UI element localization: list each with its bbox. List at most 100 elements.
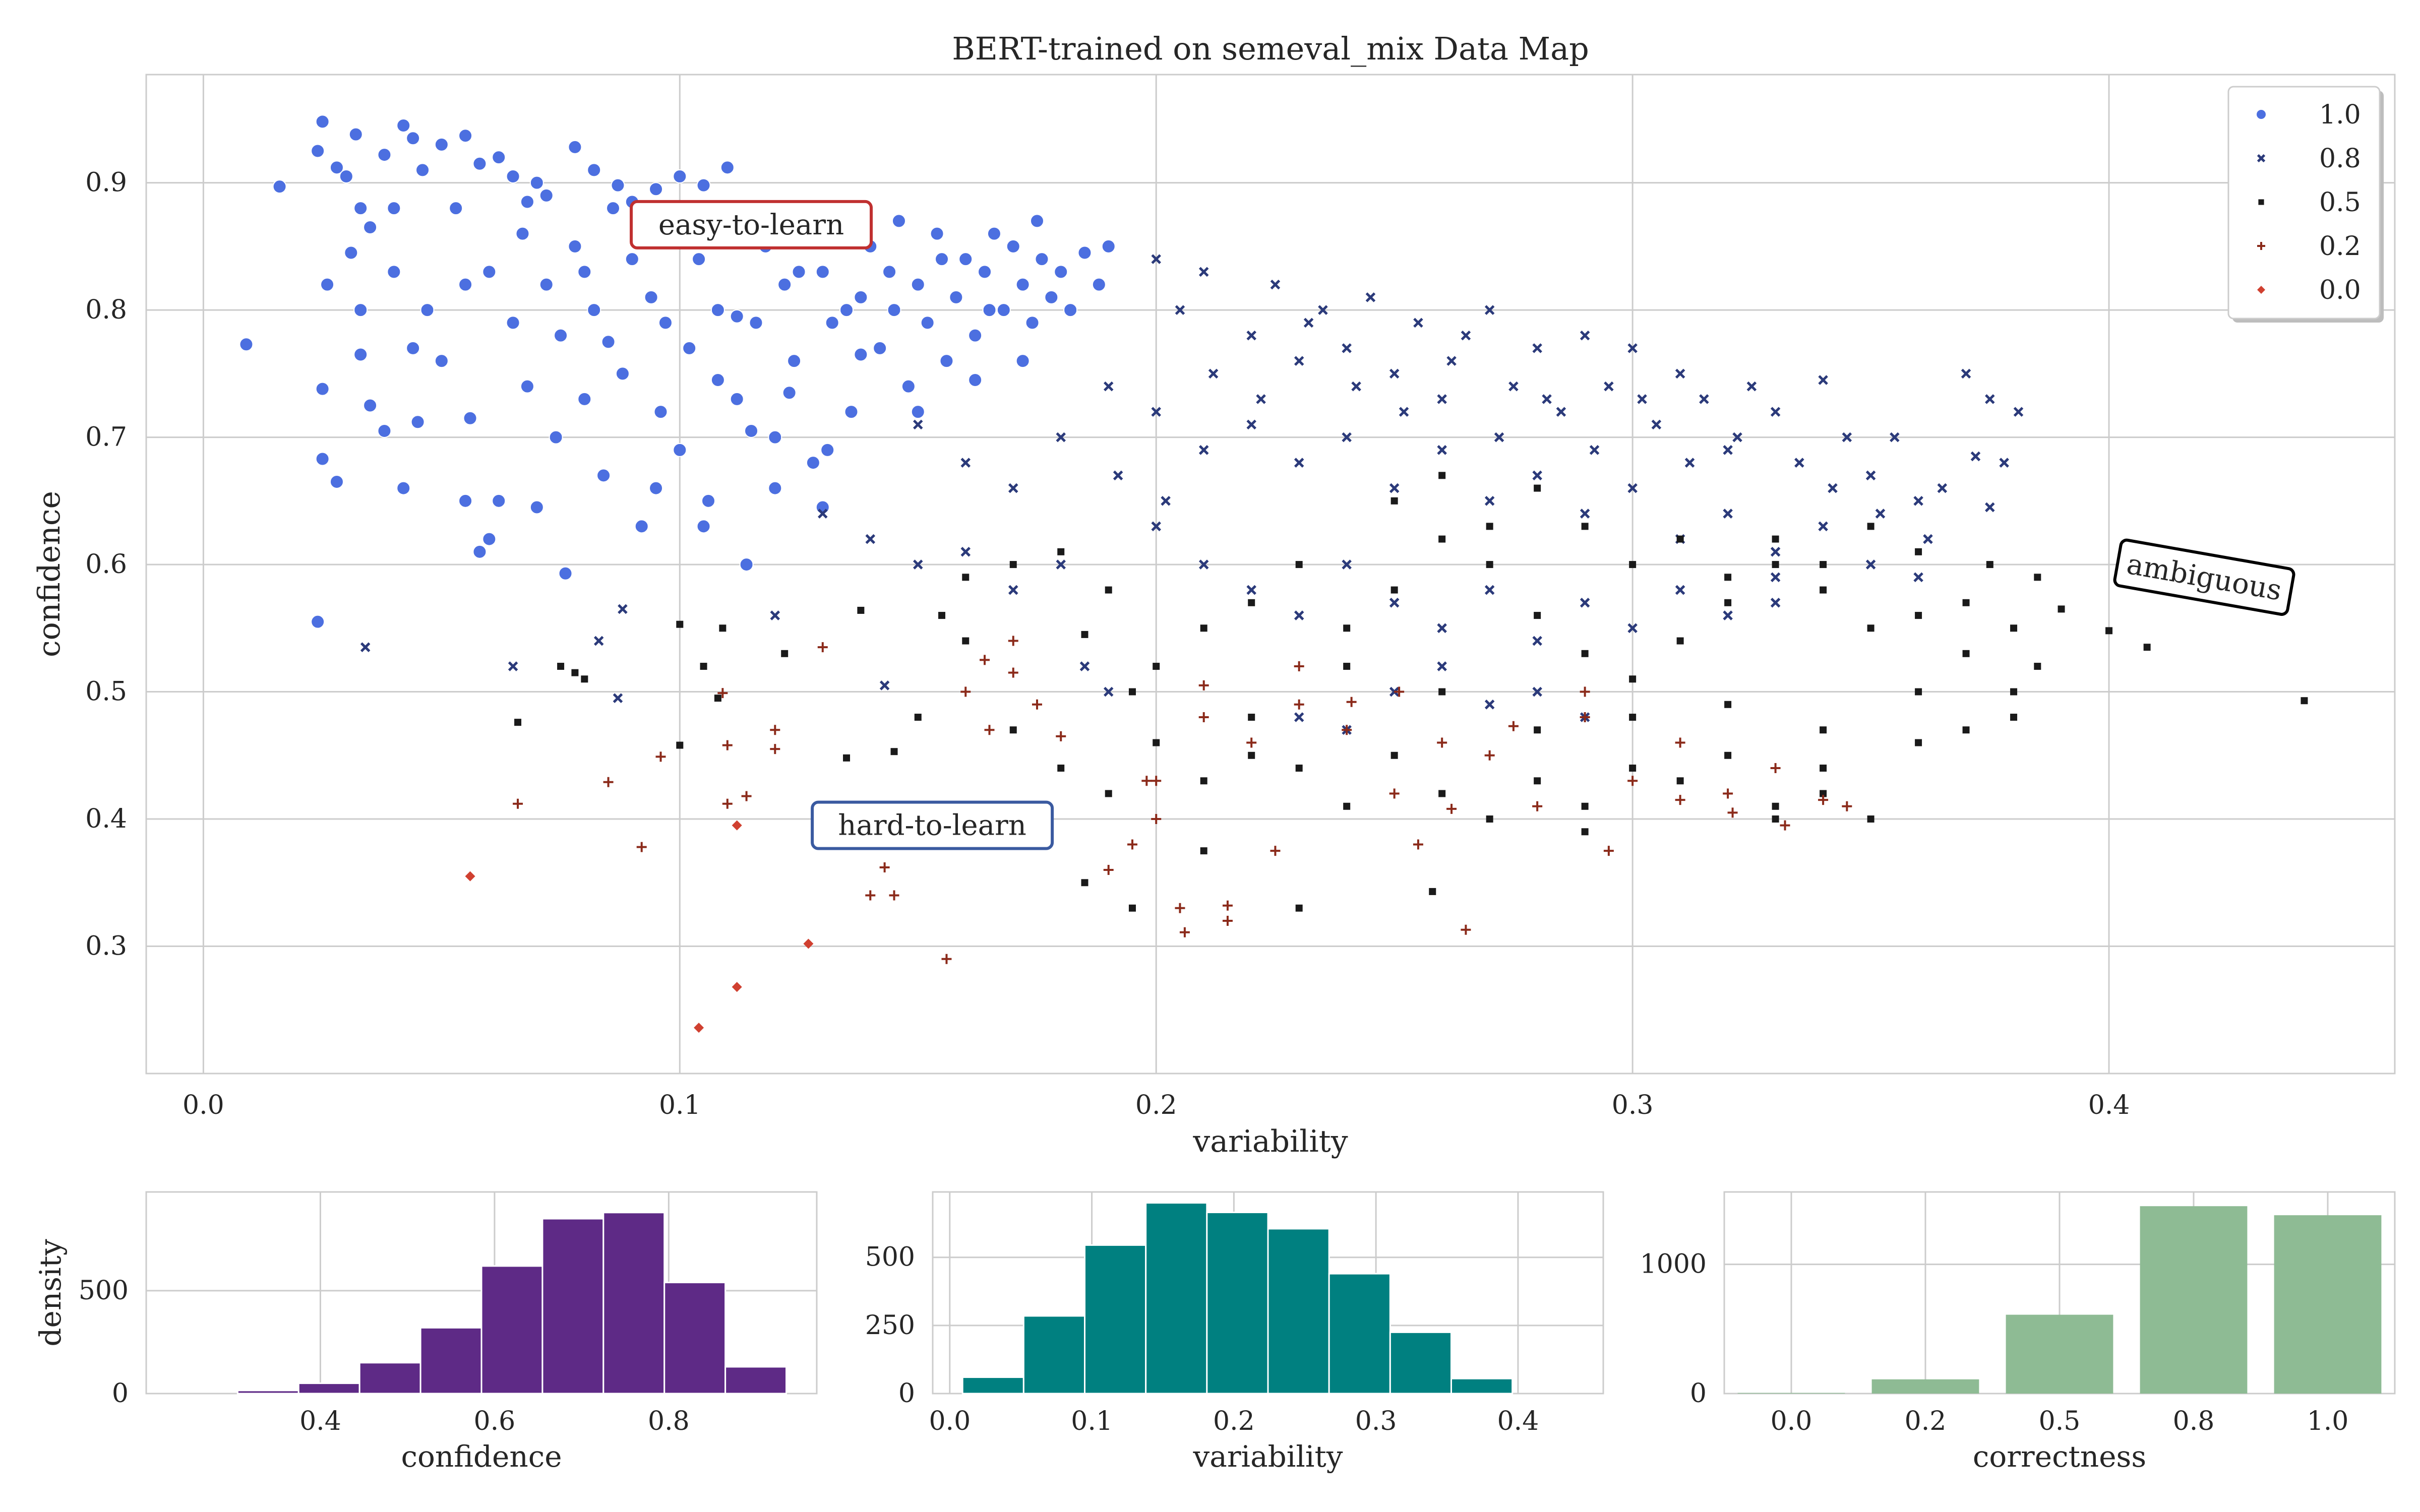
data-point <box>1915 688 1922 696</box>
data-point <box>710 372 725 387</box>
data-point <box>1429 888 1436 895</box>
data-point <box>1589 445 1600 455</box>
annotation-box <box>811 800 1054 850</box>
data-point <box>625 252 639 267</box>
data-point <box>1961 368 1971 379</box>
data-point <box>353 347 368 362</box>
x-tick-label: 0.0 <box>929 1406 971 1436</box>
data-point <box>1637 394 1647 404</box>
data-point <box>890 748 898 755</box>
x-tick-label: 0.2 <box>1213 1406 1255 1436</box>
bar <box>2274 1215 2382 1394</box>
data-point <box>854 290 868 304</box>
data-point <box>1723 445 1733 455</box>
data-point <box>1446 356 1457 366</box>
data-point <box>449 201 463 216</box>
data-point <box>1842 801 1852 811</box>
data-point <box>348 127 363 142</box>
data-point <box>1580 598 1590 608</box>
data-point <box>987 226 1001 241</box>
data-point <box>514 719 522 726</box>
data-point <box>1581 828 1589 836</box>
data-point <box>482 265 497 279</box>
data-point <box>1484 750 1495 761</box>
data-point <box>1389 598 1400 608</box>
histogram-bar <box>1267 1228 1330 1395</box>
data-point <box>239 337 254 352</box>
data-point <box>1438 472 1446 479</box>
data-point <box>1915 739 1922 746</box>
data-point <box>1437 394 1447 404</box>
data-point <box>410 415 425 429</box>
data-point <box>818 509 828 519</box>
data-point <box>1580 686 1590 697</box>
data-point <box>719 624 727 632</box>
data-point <box>1828 483 1838 493</box>
data-point <box>1015 354 1030 368</box>
data-point <box>329 160 344 175</box>
data-point <box>577 265 592 279</box>
data-point <box>1772 561 1779 569</box>
data-point <box>618 604 628 614</box>
data-point <box>1732 432 1742 443</box>
data-point <box>1770 407 1781 417</box>
data-point <box>1151 521 1161 532</box>
data-point <box>387 201 401 216</box>
data-point <box>1390 751 1398 759</box>
data-point <box>353 303 368 318</box>
data-point <box>1818 795 1829 805</box>
data-point <box>601 335 616 349</box>
data-point <box>1970 451 1981 462</box>
data-point <box>770 725 780 735</box>
histogram-bar <box>1022 1315 1086 1395</box>
data-point <box>1035 252 1049 267</box>
data-point <box>696 519 711 534</box>
y-tick-label: 0.3 <box>85 931 127 962</box>
data-point <box>1128 904 1136 912</box>
data-point <box>949 290 963 304</box>
x-axis-label: variability <box>1192 1439 1343 1474</box>
bar <box>2006 1314 2113 1394</box>
data-point <box>1581 650 1589 657</box>
data-point <box>741 791 752 801</box>
data-point <box>1580 509 1590 519</box>
data-point <box>1246 737 1257 748</box>
data-point <box>694 1023 704 1033</box>
data-point <box>1581 523 1589 530</box>
data-point <box>1294 661 1304 672</box>
y-tick-labels: 0.3 0.4 0.5 0.6 0.7 0.8 0.9 <box>85 168 127 962</box>
data-point <box>363 220 378 234</box>
data-point <box>1103 686 1114 697</box>
data-point <box>1532 636 1542 646</box>
data-point <box>714 695 721 702</box>
data-point <box>472 156 487 171</box>
data-point <box>732 820 742 831</box>
data-point <box>1081 879 1088 887</box>
data-point <box>920 316 935 330</box>
data-point <box>968 372 983 387</box>
data-point <box>938 612 946 619</box>
x-tick-label: 0.8 <box>648 1406 690 1436</box>
data-point <box>1913 572 1923 583</box>
data-point <box>960 458 971 468</box>
data-point <box>1081 631 1088 638</box>
x-tick-label: 0.3 <box>1355 1406 1397 1436</box>
data-point <box>1009 726 1017 734</box>
data-point <box>1962 650 1970 657</box>
data-point <box>1294 610 1304 620</box>
data-point <box>2010 624 2018 632</box>
data-point <box>396 481 411 495</box>
data-point <box>1342 559 1352 570</box>
data-point <box>968 328 983 343</box>
data-point <box>1580 712 1590 723</box>
data-point <box>1580 330 1590 341</box>
data-point <box>911 277 925 292</box>
data-point <box>806 456 820 470</box>
y-tick-label: 0.7 <box>85 422 127 453</box>
data-point <box>1675 737 1685 748</box>
data-point <box>1724 751 1732 759</box>
y-tick-label: 0 <box>112 1378 129 1409</box>
data-point <box>658 316 673 330</box>
data-point <box>879 862 890 872</box>
data-point <box>1198 559 1209 570</box>
